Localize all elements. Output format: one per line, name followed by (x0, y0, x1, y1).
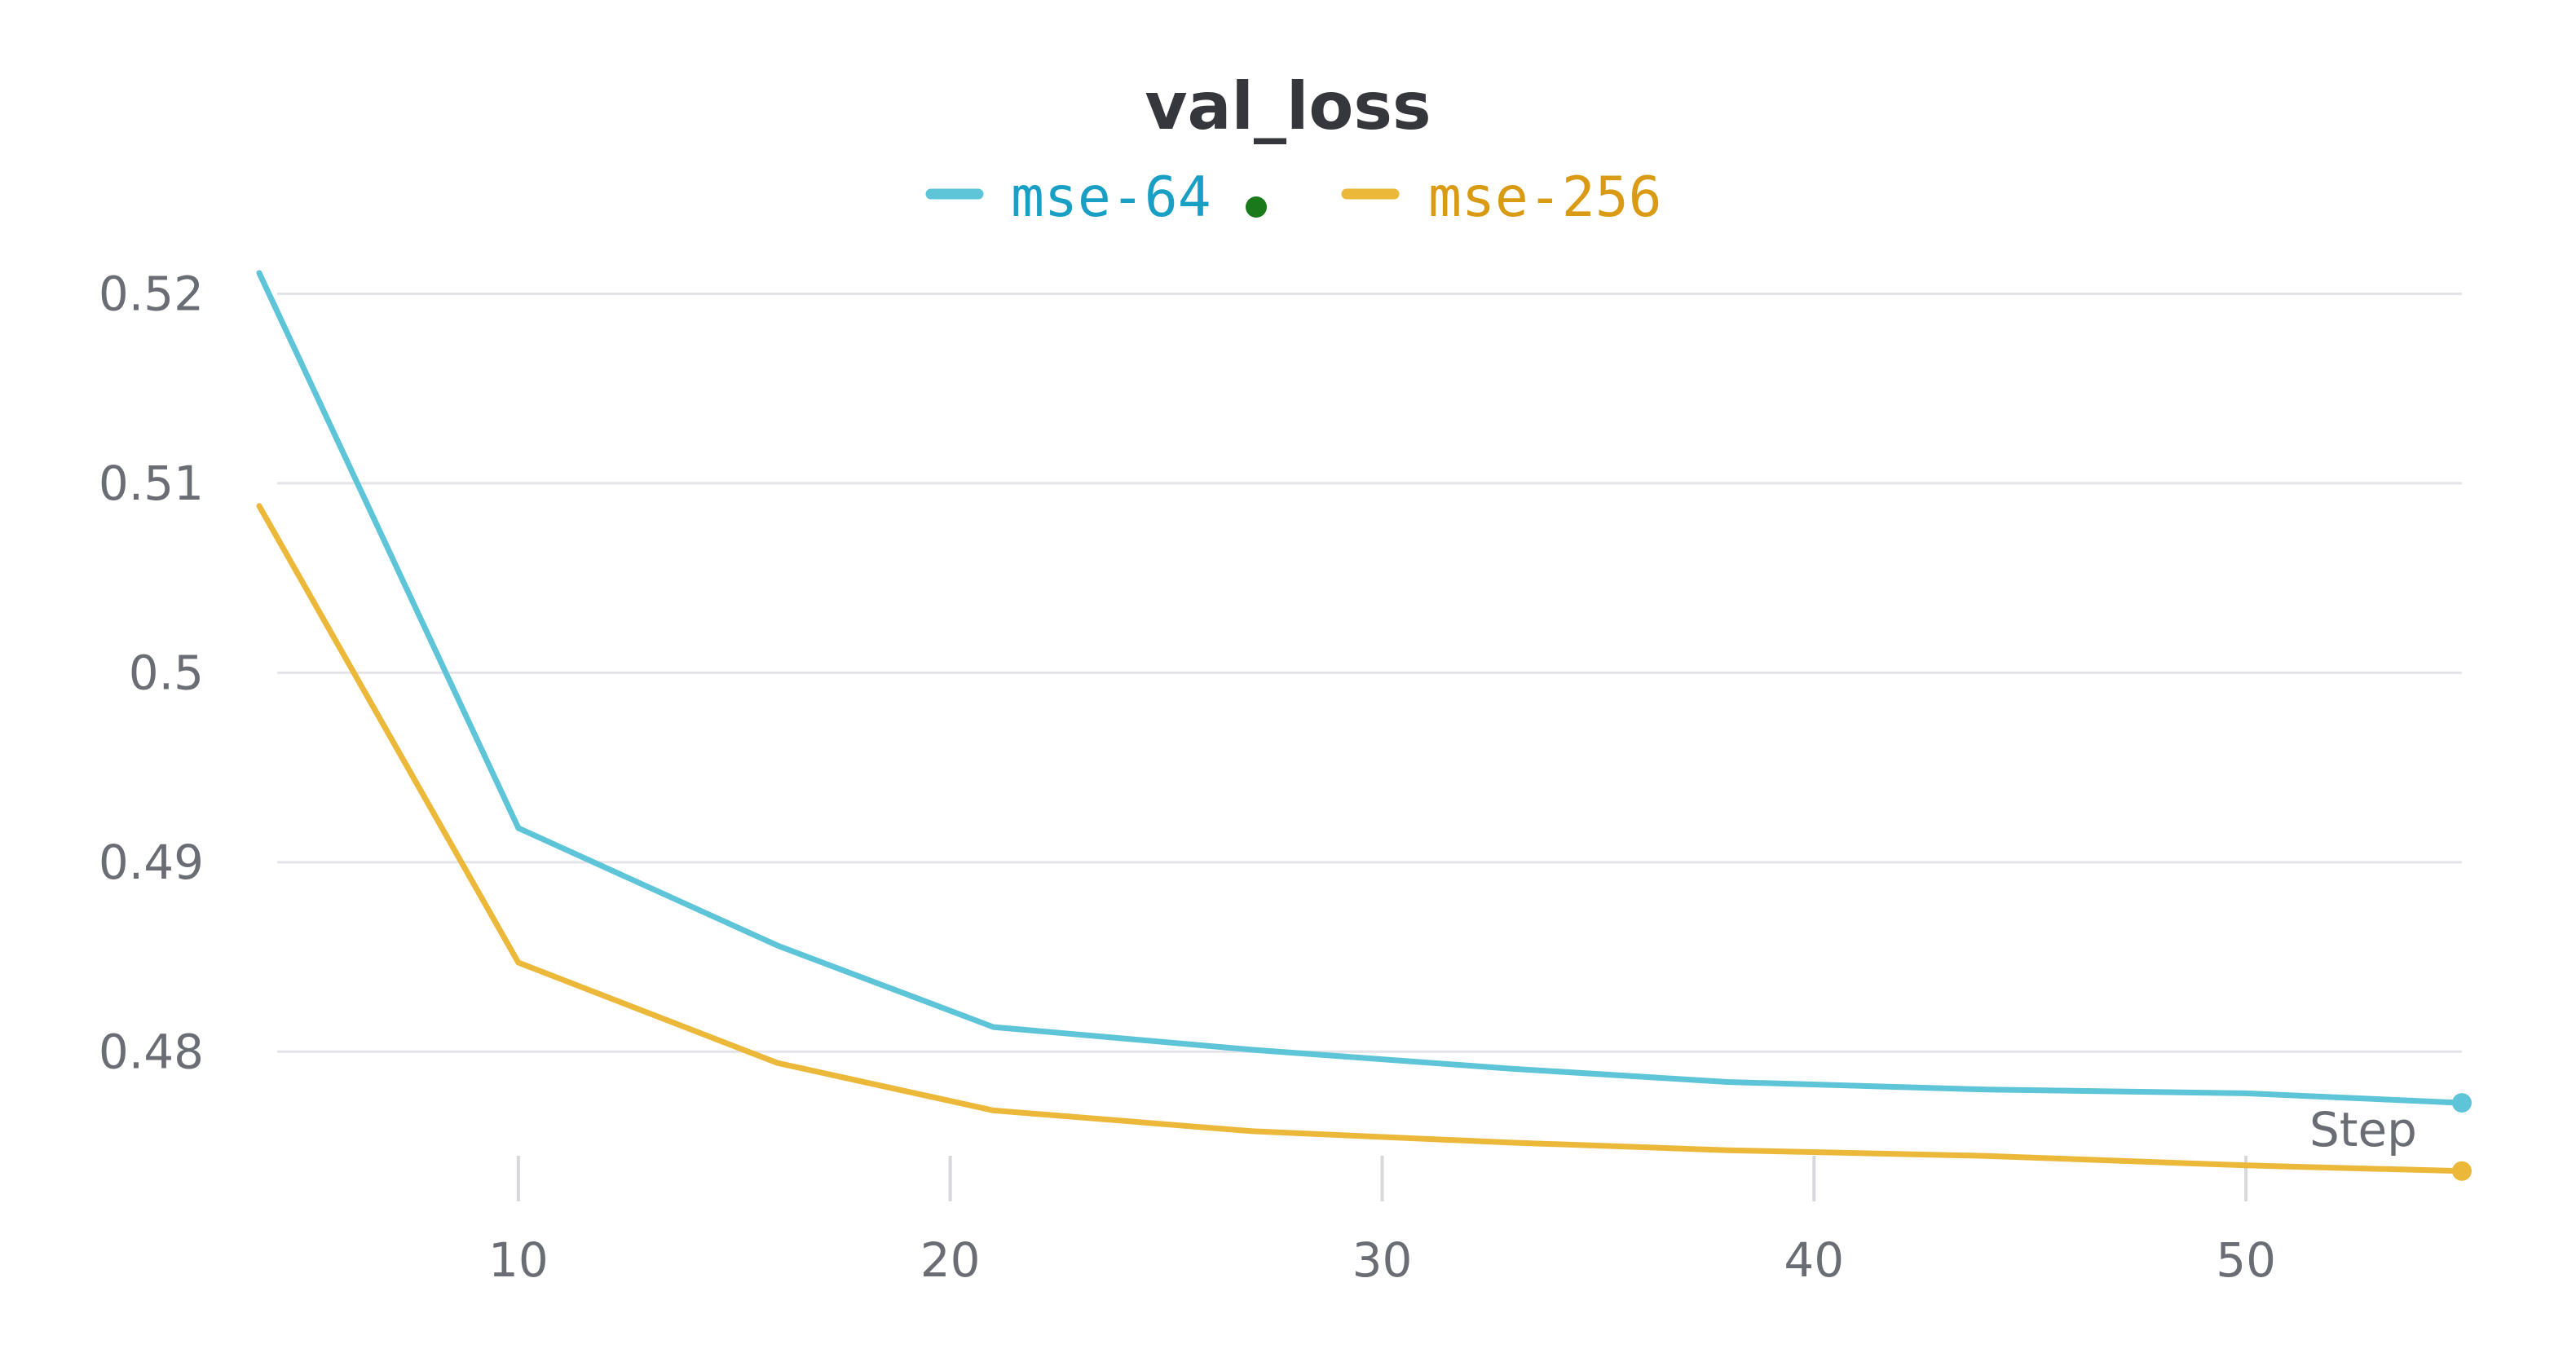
x-tick-label: 10 (488, 1232, 549, 1288)
chart-title: val_loss (1145, 68, 1431, 144)
y-axis-ticks: 0.48 0.49 0.5 0.51 0.52 (99, 266, 204, 1079)
x-axis-ticks: 10 20 30 40 50 (488, 1156, 2276, 1288)
y-grid (277, 292, 2462, 1053)
series-endpoint-mse-64 (2452, 1093, 2472, 1113)
series-lines (256, 270, 2472, 1181)
series-line-mse-256 (256, 503, 2465, 1175)
y-tick-label: 0.5 (129, 645, 204, 700)
x-tick-label: 40 (1784, 1232, 1844, 1288)
legend-label-mse-256: mse-256 (1428, 165, 1662, 230)
y-tick-label: 0.49 (99, 835, 204, 890)
series-endpoint-mse-256 (2452, 1161, 2472, 1181)
x-axis-label: Step (2309, 1102, 2417, 1157)
y-tick-label: 0.52 (99, 266, 204, 321)
x-tick-label: 20 (920, 1232, 981, 1288)
legend-active-dot-icon (1246, 196, 1267, 218)
y-tick-label: 0.48 (99, 1024, 204, 1079)
x-tick-label: 30 (1352, 1232, 1413, 1288)
y-tick-label: 0.51 (99, 456, 204, 511)
x-tick-label: 50 (2216, 1232, 2276, 1288)
legend: mse-64 mse-256 (925, 165, 1662, 230)
series-line-mse-64 (256, 270, 2465, 1106)
legend-label-mse-64: mse-64 (1011, 165, 1211, 230)
